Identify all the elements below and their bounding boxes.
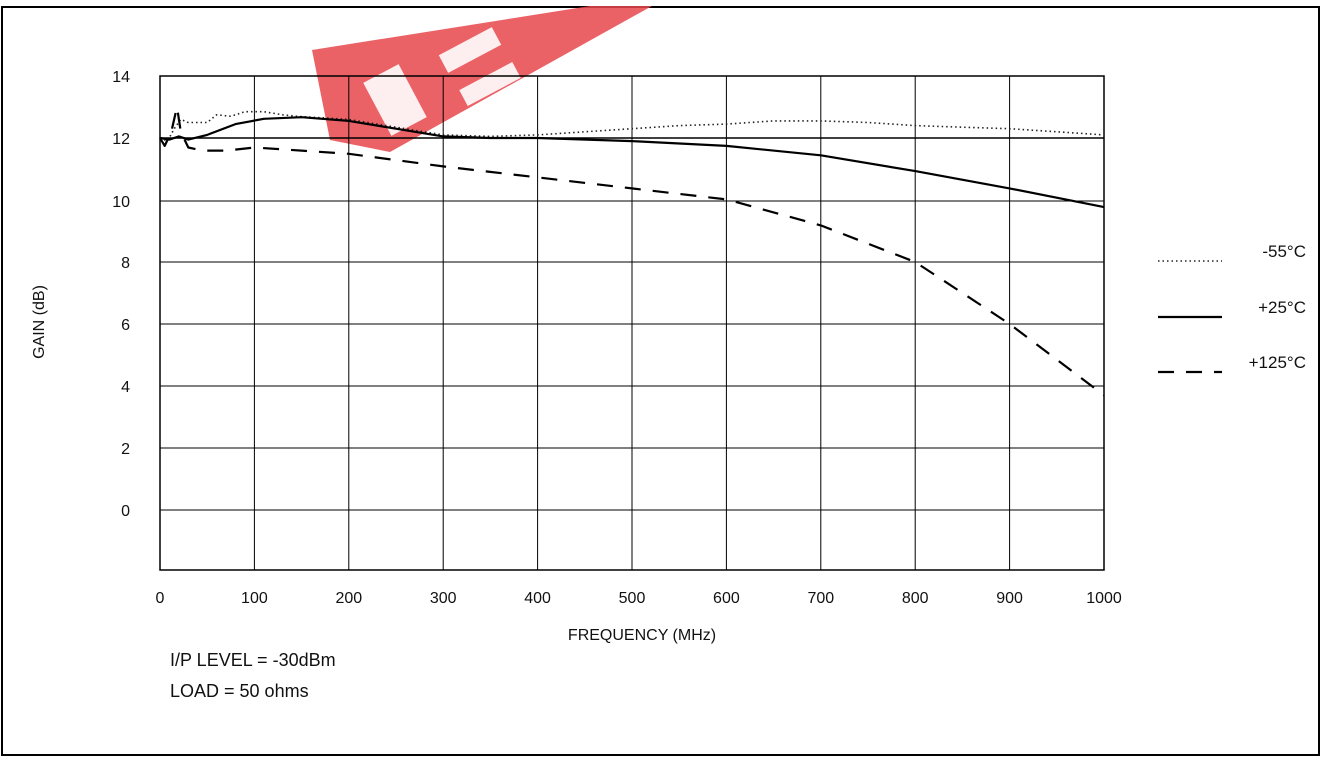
x-tick-labels: 0 100 200 300 400 500 600 700 800 900 1000 [156, 590, 1122, 607]
y-tick-label: 2 [121, 441, 130, 458]
series-line [159, 116, 1105, 209]
x-tick-label: 900 [996, 590, 1023, 607]
chart-frame [1, 6, 1320, 756]
watermark-cutout [459, 61, 521, 107]
legend: -55°C +25°C +125°C [1158, 242, 1306, 374]
x-tick-label: 0 [156, 590, 165, 607]
x-axis-label: FREQUENCY (MHz) [568, 627, 716, 644]
y-tick-label: 14 [112, 69, 130, 86]
x-tick-label: 200 [335, 590, 362, 607]
series-line [159, 105, 1105, 397]
y-tick-label: 6 [121, 317, 130, 334]
series-line [159, 110, 1105, 142]
x-tick-label: 500 [619, 590, 646, 607]
y-tick-label: 10 [112, 194, 130, 211]
legend-label: +25°C [1258, 298, 1306, 317]
legend-label: -55°C [1262, 242, 1306, 261]
watermark-logo [312, 6, 652, 152]
y-tick-label: 8 [121, 255, 130, 272]
x-tick-label: 600 [713, 590, 740, 607]
y-tick-labels: 0 2 4 6 8 10 12 14 [112, 69, 130, 520]
y-tick-label: 12 [112, 131, 130, 148]
x-tick-label: 400 [524, 590, 551, 607]
y-tick-label: 4 [121, 379, 130, 396]
x-tick-label: 800 [902, 590, 929, 607]
watermark-cutout [363, 64, 427, 136]
series-lines [159, 105, 1105, 397]
y-tick-label: 0 [121, 503, 130, 520]
legend-label: +125°C [1249, 353, 1306, 372]
load-note: LOAD = 50 ohms [170, 681, 309, 701]
ip-level-note: I/P LEVEL = -30dBm [170, 650, 336, 670]
x-tick-label: 1000 [1086, 590, 1122, 607]
y-axis-label: GAIN (dB) [31, 285, 48, 359]
x-tick-label: 300 [430, 590, 457, 607]
x-tick-label: 100 [241, 590, 268, 607]
x-tick-label: 700 [807, 590, 834, 607]
watermark-cutout [438, 27, 502, 73]
